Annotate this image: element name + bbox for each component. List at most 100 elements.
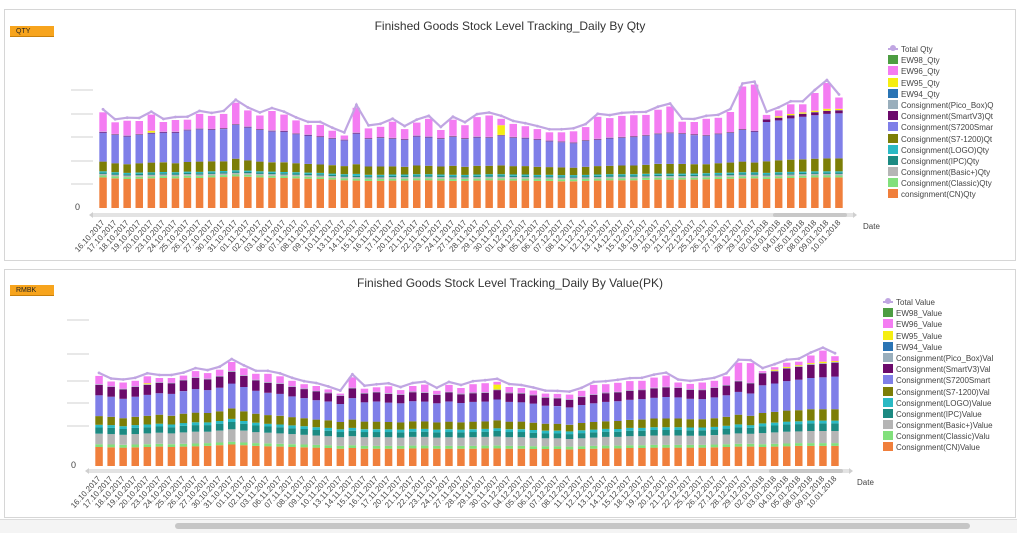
bar-segment-consignment(CN)Qty[interactable]: [763, 179, 771, 208]
bar-segment-Consignment(S7200Smart)Value[interactable]: [711, 397, 719, 418]
total-point-20.12.2017[interactable]: [665, 371, 668, 374]
bar-segment-Consignment(LOGO)Qty[interactable]: [751, 172, 759, 173]
bar-segment-Consignment(IPC)Value[interactable]: [385, 432, 393, 437]
bar-segment-Consignment(SmartV3)Qty[interactable]: [220, 128, 228, 129]
bar-segment-Consignment(IPC)Qty[interactable]: [461, 176, 469, 177]
bar-segment-Consignment(SmartV3)Value[interactable]: [445, 393, 453, 402]
bar-segment-Consignment(IPC)Value[interactable]: [518, 432, 526, 437]
total-point-24.11.2017[interactable]: [452, 115, 455, 118]
bar-segment-Consignment(S7200Smart)Value[interactable]: [493, 400, 501, 421]
bar-segment-Consignment(Basic+)Qty[interactable]: [473, 177, 481, 179]
bar-segment-Consignment(S7-1200)Value[interactable]: [590, 422, 598, 430]
bar-segment-Consignment(Classic)Value[interactable]: [783, 444, 791, 447]
bar-segment-Consignment(Basic+)Value[interactable]: [614, 437, 622, 446]
bar-segment-Consignment(S7-1200)Value[interactable]: [252, 414, 260, 423]
total-point-19.12.2017[interactable]: [653, 373, 656, 376]
bar-segment-EW96_Value[interactable]: [180, 376, 188, 380]
total-point-14.12.2017[interactable]: [616, 378, 619, 381]
bar-segment-Consignment(CN)Value[interactable]: [626, 448, 634, 466]
bar-segment-Consignment(S7-1200)Value[interactable]: [192, 413, 200, 423]
bar-segment-consignment(CN)Qty[interactable]: [811, 177, 819, 208]
bar-segment-Consignment(S7-1200)Value[interactable]: [107, 417, 115, 425]
bar-segment-Consignment(Pico_Box)Value[interactable]: [481, 392, 489, 393]
bar-segment-Consignment(S7200Smart)Value[interactable]: [252, 391, 260, 414]
bar-segment-EW96_Qty[interactable]: [317, 125, 325, 136]
bar-segment-EW96_Qty[interactable]: [485, 116, 493, 137]
bar-segment-Consignment(Basic+)Qty[interactable]: [606, 177, 614, 179]
bar-segment-Consignment(S7-1200)Value[interactable]: [156, 415, 164, 424]
bar-segment-Consignment(S7200Smart)Value[interactable]: [300, 398, 308, 418]
bar-segment-Consignment(S7200Smart)Qty[interactable]: [172, 133, 180, 164]
bar-segment-Consignment(Pico_Box)Value[interactable]: [132, 386, 140, 387]
bar-segment-Consignment(CN)Value[interactable]: [132, 447, 140, 466]
bar-segment-EW96_Value[interactable]: [252, 374, 260, 380]
bar-segment-Consignment(Classic)Qty[interactable]: [341, 178, 349, 180]
bar-segment-consignment(CN)Qty[interactable]: [522, 181, 530, 208]
bar-segment-Consignment(Classic)Value[interactable]: [252, 443, 260, 446]
bar-segment-Consignment(IPC)Qty[interactable]: [570, 176, 578, 177]
bar-segment-Consignment(CN)Value[interactable]: [493, 448, 501, 466]
bar-segment-Consignment(S7-1200)Value[interactable]: [144, 416, 152, 425]
bar-segment-consignment(CN)Qty[interactable]: [208, 177, 216, 208]
total-point-10.11.2017[interactable]: [331, 126, 334, 129]
bar-segment-EW96_Qty[interactable]: [497, 119, 505, 125]
bar-segment-Consignment(IPC)Value[interactable]: [687, 430, 695, 436]
total-point-27.12.2017[interactable]: [729, 108, 732, 111]
bar-segment-Consignment(Basic+)Qty[interactable]: [377, 177, 385, 179]
bar-segment-Consignment(S7200Smart)Value[interactable]: [385, 403, 393, 422]
bar-segment-Consignment(LOGO)Value[interactable]: [493, 428, 501, 431]
bar-segment-Consignment(SmartV3)Value[interactable]: [325, 393, 333, 401]
bar-segment-Consignment(S7200Smart)Qty[interactable]: [280, 132, 288, 163]
total-point-18.12.2017[interactable]: [641, 376, 644, 379]
bar-segment-Consignment(LOGO)Qty[interactable]: [317, 173, 325, 174]
legend-item[interactable]: EW94_Qty: [888, 89, 998, 100]
bar-segment-Consignment(Basic+)Qty[interactable]: [184, 174, 192, 176]
bar-segment-Consignment(Basic+)Qty[interactable]: [775, 175, 783, 177]
bar-segment-EW96_Qty[interactable]: [425, 119, 433, 137]
legend-item[interactable]: Consignment(S7200Smar: [888, 122, 998, 133]
bar-segment-Consignment(Classic)Qty[interactable]: [317, 177, 325, 179]
bar-segment-Consignment(LOGO)Value[interactable]: [819, 421, 827, 424]
bar-segment-Consignment(CN)Value[interactable]: [385, 449, 393, 466]
total-point-17.10.2017[interactable]: [110, 377, 113, 380]
bar-segment-Consignment(IPC)Qty[interactable]: [811, 173, 819, 174]
bar-segment-Consignment(S7-1200)Value[interactable]: [95, 416, 103, 425]
bar-segment-Consignment(SmartV3)Value[interactable]: [614, 393, 622, 402]
bar-segment-Consignment(SmartV3)Value[interactable]: [144, 385, 152, 395]
bar-segment-EW96_Value[interactable]: [711, 381, 719, 388]
bar-segment-Consignment(CN)Value[interactable]: [711, 447, 719, 466]
bar-segment-Consignment(Basic+)Qty[interactable]: [111, 175, 119, 177]
bar-segment-Consignment(IPC)Qty[interactable]: [666, 175, 674, 176]
bar-segment-Consignment(IPC)Qty[interactable]: [304, 174, 312, 175]
bar-segment-Consignment(CN)Value[interactable]: [590, 449, 598, 466]
bar-segment-consignment(CN)Qty[interactable]: [389, 181, 397, 208]
bar-segment-Consignment(Pico_Box)Value[interactable]: [313, 391, 321, 392]
total-point-25.10.2017[interactable]: [182, 371, 185, 374]
total-point-23.11.2017[interactable]: [435, 386, 438, 389]
bar-segment-consignment(CN)Qty[interactable]: [787, 178, 795, 208]
legend-item[interactable]: Consignment(Basic+)Value: [883, 420, 993, 431]
bar-segment-Consignment(IPC)Value[interactable]: [300, 429, 308, 435]
bar-segment-EW96_Qty[interactable]: [630, 115, 638, 136]
page-horizontal-scrollbar[interactable]: [0, 519, 1017, 533]
bar-segment-Consignment(Basic+)Value[interactable]: [518, 437, 526, 446]
bar-segment-Consignment(Basic+)Value[interactable]: [807, 431, 815, 443]
bar-segment-Consignment(S7200Smart)Qty[interactable]: [654, 134, 662, 164]
bar-segment-Consignment(Basic+)Value[interactable]: [783, 432, 791, 444]
bar-segment-Consignment(S7200Smart)Qty[interactable]: [497, 136, 505, 166]
bar-segment-Consignment(Pico_Box)Value[interactable]: [590, 394, 598, 395]
bar-segment-Consignment(LOGO)Value[interactable]: [542, 431, 550, 434]
bar-segment-Consignment(S7-1200)Value[interactable]: [747, 416, 755, 425]
bar-segment-Consignment(LOGO)Value[interactable]: [674, 427, 682, 430]
total-point-09.01.2018[interactable]: [826, 79, 829, 82]
bar-segment-Consignment(Classic)Value[interactable]: [276, 444, 284, 447]
bar-segment-Consignment(LOGO)Qty[interactable]: [606, 174, 614, 175]
bar-segment-Consignment(IPC)Qty[interactable]: [703, 175, 711, 176]
bar-segment-Consignment(S7200Smart)Qty[interactable]: [196, 129, 204, 161]
bar-segment-Consignment(SmartV3)Value[interactable]: [493, 390, 501, 399]
bar-segment-EW96_Value[interactable]: [626, 381, 634, 390]
bar-segment-Consignment(IPC)Value[interactable]: [807, 423, 815, 431]
bar-segment-Consignment(Basic+)Qty[interactable]: [341, 177, 349, 179]
bar-segment-consignment(CN)Qty[interactable]: [111, 178, 119, 208]
bar-segment-Consignment(Basic+)Qty[interactable]: [172, 175, 180, 177]
